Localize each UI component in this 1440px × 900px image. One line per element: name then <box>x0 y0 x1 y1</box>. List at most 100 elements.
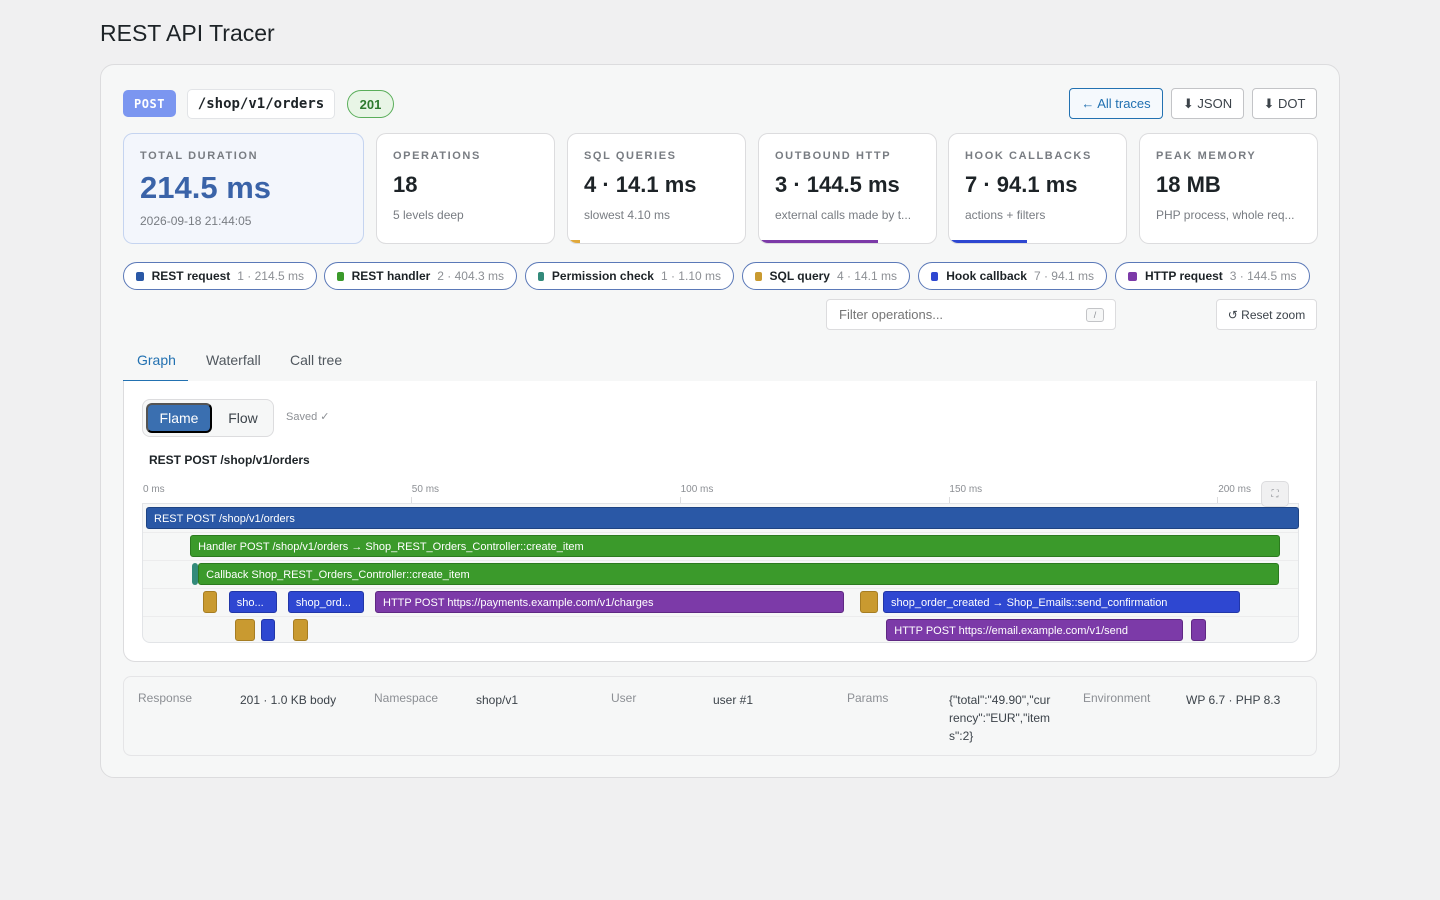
tab-call-tree[interactable]: Call tree <box>290 352 343 368</box>
environment-label: Environment <box>1083 691 1151 705</box>
flame-bar-hook[interactable] <box>260 619 275 641</box>
response-value: 201 · 1.0 KB body <box>240 693 337 707</box>
stat-peak-memory: PEAK MEMORY 18 MB PHP process, whole req… <box>1139 133 1318 244</box>
legend-swatch <box>538 271 544 281</box>
flame-bar-sql[interactable] <box>860 591 878 613</box>
legend-swatch <box>136 271 144 281</box>
all-traces-button[interactable]: ← All traces <box>1069 88 1163 119</box>
flame-graph: 0 ms 50 ms 100 ms 150 ms 200 ms REST POS… <box>142 479 1300 643</box>
legend-name: SQL query <box>769 269 830 283</box>
legend-swatch <box>755 271 762 281</box>
legend-chip-http-request[interactable]: HTTP request 3 · 144.5 ms <box>1115 262 1310 290</box>
legend-chip-rest-handler[interactable]: REST handler 2 · 404.3 ms <box>324 262 517 290</box>
json-download-button[interactable]: ⬇ JSON <box>1171 88 1244 119</box>
stat-sub: slowest 4.10 ms <box>584 208 671 222</box>
legend-name: Permission check <box>551 269 654 283</box>
flame-bar-rest[interactable]: REST POST /shop/v1/orders <box>146 507 1300 529</box>
params-label: Params <box>847 691 889 705</box>
axis-tick: 200 ms <box>1218 484 1251 495</box>
shortcut-hint: / <box>1086 308 1104 322</box>
stat-share-bar <box>949 240 1027 243</box>
namespace-label: Namespace <box>374 691 439 705</box>
lane-divider <box>143 532 1298 533</box>
page-title: REST API Tracer <box>100 20 275 46</box>
trace-panel: POST /shop/v1/orders 201 ← All traces ⬇ … <box>100 64 1340 778</box>
dot-download-button[interactable]: ⬇ DOT <box>1252 88 1317 119</box>
flame-bar-hook[interactable]: sho... <box>228 591 278 613</box>
fullscreen-icon[interactable]: ⛶ <box>1261 481 1289 507</box>
flow-view-button[interactable]: Flow <box>215 403 271 433</box>
stat-outbound-http: OUTBOUND HTTP 3 · 144.5 ms external call… <box>758 133 937 244</box>
params-value-line: rency":"EUR","item <box>949 711 1051 725</box>
legend-count: 1 · 1.10 ms <box>660 269 721 283</box>
stat-value: 3 · 144.5 ms <box>775 172 900 197</box>
stat-label: OUTBOUND HTTP <box>775 150 892 162</box>
flame-graph-title: REST POST /shop/v1/orders <box>149 453 310 467</box>
legend-chip-rest-request[interactable]: REST request 1 · 214.5 ms <box>123 262 317 290</box>
flame-bar-perm[interactable] <box>192 563 199 585</box>
legend-chip-permission-check[interactable]: Permission check 1 · 1.10 ms <box>525 262 734 290</box>
legend-name: HTTP request <box>1145 269 1223 283</box>
legend-name: Hook callback <box>946 269 1027 283</box>
view-tabs: Graph Waterfall Call tree <box>123 345 1317 382</box>
axis-tick-mark <box>679 497 681 503</box>
stat-value: 18 <box>393 172 418 197</box>
stat-value: 4 · 14.1 ms <box>584 172 697 197</box>
flame-lanes: REST POST /shop/v1/orders Handler POST /s… <box>142 503 1300 643</box>
stat-sub: external calls made by t... <box>775 208 912 222</box>
graph-view: Flame Flow Saved ✓ REST POST /shop/v1/or… <box>123 381 1317 662</box>
legend-chip-sql-query[interactable]: SQL query 4 · 14.1 ms <box>742 262 910 290</box>
flame-view-button[interactable]: Flame <box>146 403 212 433</box>
lane-divider <box>143 616 1298 617</box>
stat-value: 7 · 94.1 ms <box>965 172 1078 197</box>
flame-bar-hook[interactable]: shop_order_created → Shop_Emails::send_c… <box>883 591 1240 613</box>
lane-divider <box>143 588 1298 589</box>
legend-name: REST request <box>151 269 231 283</box>
route-path: /shop/v1/orders <box>187 89 335 119</box>
params-value-line: s":2} <box>949 729 974 743</box>
flame-bar-sql[interactable] <box>235 619 255 641</box>
flame-bar-http[interactable]: HTTP POST https://payments.example.com/v… <box>375 591 845 613</box>
params-value-line: {"total":"49.90","cur <box>949 693 1051 707</box>
stat-operations: OPERATIONS 18 5 levels deep <box>376 133 555 244</box>
flame-bar-sql[interactable] <box>202 591 218 613</box>
axis-tick: 100 ms <box>680 484 714 495</box>
flame-bar-sql[interactable] <box>292 619 308 641</box>
axis-tick: 50 ms <box>411 484 440 495</box>
flame-bar-hook[interactable]: shop_ord... <box>287 591 365 613</box>
request-details: Response 201 · 1.0 KB body Namespace sho… <box>123 676 1317 756</box>
flame-bar-http[interactable]: HTTP POST https://email.example.com/v1/s… <box>886 619 1184 641</box>
environment-value: WP 6.7 · PHP 8.3 <box>1186 693 1281 707</box>
axis-tick: 0 ms <box>143 484 165 495</box>
stat-hook-callbacks: HOOK CALLBACKS 7 · 94.1 ms actions + fil… <box>948 133 1127 244</box>
flame-bar-http[interactable] <box>1191 619 1206 641</box>
axis-tick: 150 ms <box>949 484 983 495</box>
axis-tick-mark <box>1217 497 1219 503</box>
trace-header: POST /shop/v1/orders 201 ← All traces ⬇ … <box>123 88 1317 119</box>
stat-sql-queries: SQL QUERIES 4 · 14.1 ms slowest 4.10 ms <box>567 133 746 244</box>
stat-value: 18 MB <box>1156 172 1221 197</box>
stat-sub: 2026-09-18 21:44:05 <box>140 214 252 228</box>
legend-count: 3 · 144.5 ms <box>1229 269 1297 283</box>
view-mode-toggle: Flame Flow <box>142 399 274 437</box>
stat-label: OPERATIONS <box>393 150 481 162</box>
legend-swatch <box>337 271 344 281</box>
stat-sub: PHP process, whole req... <box>1156 208 1295 222</box>
tab-waterfall[interactable]: Waterfall <box>206 352 261 368</box>
legend-count: 1 · 214.5 ms <box>237 269 304 283</box>
axis-tick-mark <box>948 497 950 503</box>
legend-count: 7 · 94.1 ms <box>1033 269 1094 283</box>
stat-label: SQL QUERIES <box>584 150 677 162</box>
tab-graph[interactable]: Graph <box>137 352 176 368</box>
axis-tick-mark <box>411 497 412 503</box>
method-badge: POST <box>123 90 176 117</box>
flame-bar-handler[interactable]: Callback Shop_REST_Orders_Controller::cr… <box>198 563 1279 585</box>
filter-operations-input[interactable] <box>826 299 1116 330</box>
user-value: user #1 <box>713 693 754 707</box>
legend-chip-hook-callback[interactable]: Hook callback 7 · 94.1 ms <box>918 262 1107 290</box>
lane-divider <box>143 560 1298 561</box>
stat-label: TOTAL DURATION <box>140 150 259 162</box>
legend-count: 4 · 14.1 ms <box>836 269 897 283</box>
flame-bar-handler[interactable]: Handler POST /shop/v1/orders → Shop_REST… <box>190 535 1281 557</box>
reset-zoom-button[interactable]: ↺ Reset zoom <box>1216 299 1317 330</box>
